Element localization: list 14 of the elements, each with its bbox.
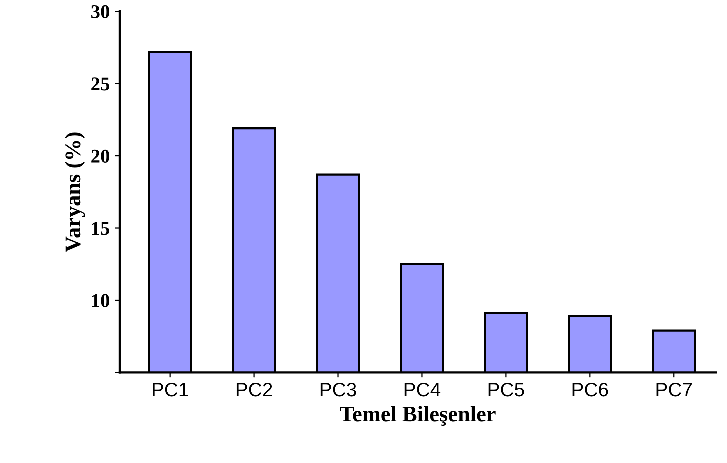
x-axis-title: Temel Bileşenler xyxy=(340,406,496,426)
x-tick-label: PC2 xyxy=(236,382,272,397)
x-tick-label: PC3 xyxy=(320,382,356,397)
y-axis-title: Varyans (%) xyxy=(65,132,86,252)
x-tick-label: PC4 xyxy=(404,382,441,397)
x-tick-label: PC7 xyxy=(656,382,692,397)
x-tick-label: PC5 xyxy=(488,382,524,397)
x-tick-label: PC1 xyxy=(153,382,188,397)
y-tick-label: 30 xyxy=(92,5,110,19)
x-tick-label: PC6 xyxy=(572,382,608,397)
y-tick-label: 25 xyxy=(92,78,110,91)
y-tick-label: 20 xyxy=(92,150,110,163)
y-tick-label: 15 xyxy=(92,222,110,236)
y-tick-label: 10 xyxy=(92,294,110,308)
